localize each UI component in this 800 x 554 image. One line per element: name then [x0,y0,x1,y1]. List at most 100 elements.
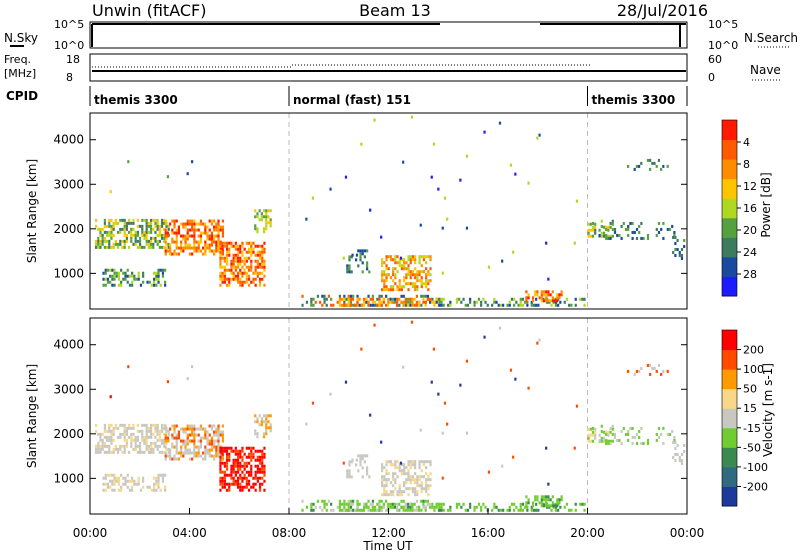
echo-cell [371,297,374,301]
echo-cell [105,233,109,237]
echo-cell [197,454,200,458]
echo-cell [204,433,207,437]
echo-cell [344,380,348,384]
echo-cell [210,454,214,458]
echo-cell [510,502,514,506]
echo-cell [153,485,156,489]
echo-cell [360,347,363,351]
echo-cell [245,277,248,281]
echo-cell [239,482,242,486]
echo-cell [195,427,198,431]
xtick-label: 12:00 [371,526,406,540]
echo-cell [234,241,237,245]
echo-cell [409,487,412,491]
echo-cell [418,270,421,274]
echo-cell [387,300,390,304]
echo-cell [525,290,528,294]
echo-cell [223,470,226,474]
echo-cell [573,241,576,245]
echo-cell [460,505,463,509]
echo-cell [165,236,168,240]
echo-cell [420,499,423,503]
echo-cell [195,228,198,232]
echo-cell [366,472,369,476]
echo-cell [228,283,231,287]
echo-cell [215,234,218,238]
echo-cell [407,288,410,292]
echo-cell [346,472,349,476]
echo-cell [193,445,196,449]
echo-cell [121,218,124,222]
echo-cell [383,493,386,497]
echo-cell [263,488,266,492]
echo-cell [186,228,189,232]
echo-cell [441,226,444,230]
echo-cell [193,454,196,458]
echo-cell [171,436,174,440]
echo-cell [256,435,259,439]
echo-cell [123,221,126,225]
echo-cell [396,300,399,304]
echo-cell [407,297,410,301]
echo-cell [193,448,196,452]
echo-cell [387,297,390,301]
echo-cell [97,444,100,448]
echo-cell [215,228,218,232]
echo-cell [338,297,341,301]
echo-cell [206,436,209,440]
echo-cell [258,265,262,269]
echo-cell [245,455,248,459]
echo-cell [202,427,205,431]
echo-cell [225,250,229,254]
echo-cell [443,401,447,405]
echo-cell [269,429,272,433]
echo-cell [360,508,363,512]
echo-cell [241,458,244,462]
freq-tick-top: 18 [66,53,80,66]
echo-cell [182,442,185,446]
echo-cell [125,236,128,240]
echo-cell [199,234,203,238]
echo-cell [126,485,129,489]
echo-cell [403,484,406,488]
echo-cell [402,294,405,298]
echo-cell [119,447,122,451]
echo-cell [587,433,590,437]
echo-cell [676,453,679,456]
echo-cell [458,502,461,506]
echo-cell [154,423,157,427]
echo-cell [343,499,346,503]
echo-cell [425,282,428,286]
echo-cell [513,508,516,512]
echo-cell [627,233,630,237]
echo-cell [123,218,126,222]
echo-cell [232,262,235,266]
echo-cell [234,274,237,278]
echo-cell [354,508,357,512]
echo-cell [343,502,346,506]
echo-cell [350,475,353,479]
echo-cell [347,303,350,307]
echo-cell [260,423,263,427]
echo-cell [217,249,220,253]
echo-cell [243,256,246,260]
echo-cell [638,435,641,439]
echo-cell [534,498,537,502]
echo-cell [678,459,681,462]
echo-cell [131,488,134,492]
echo-cell [414,493,417,497]
echo-cell [125,441,128,445]
echo-cell [252,476,255,480]
echo-cell [469,505,472,509]
echo-cell [261,458,264,462]
echo-cell [635,227,639,231]
echo-cell [366,466,369,470]
colorbar-swatch [722,466,737,487]
echo-cell [145,224,148,228]
echo-cell [342,461,345,465]
echo-cell [545,495,548,499]
echo-cell [138,224,142,228]
echo-cell [536,341,539,345]
echo-cell [164,424,167,428]
echo-cell [260,420,263,424]
